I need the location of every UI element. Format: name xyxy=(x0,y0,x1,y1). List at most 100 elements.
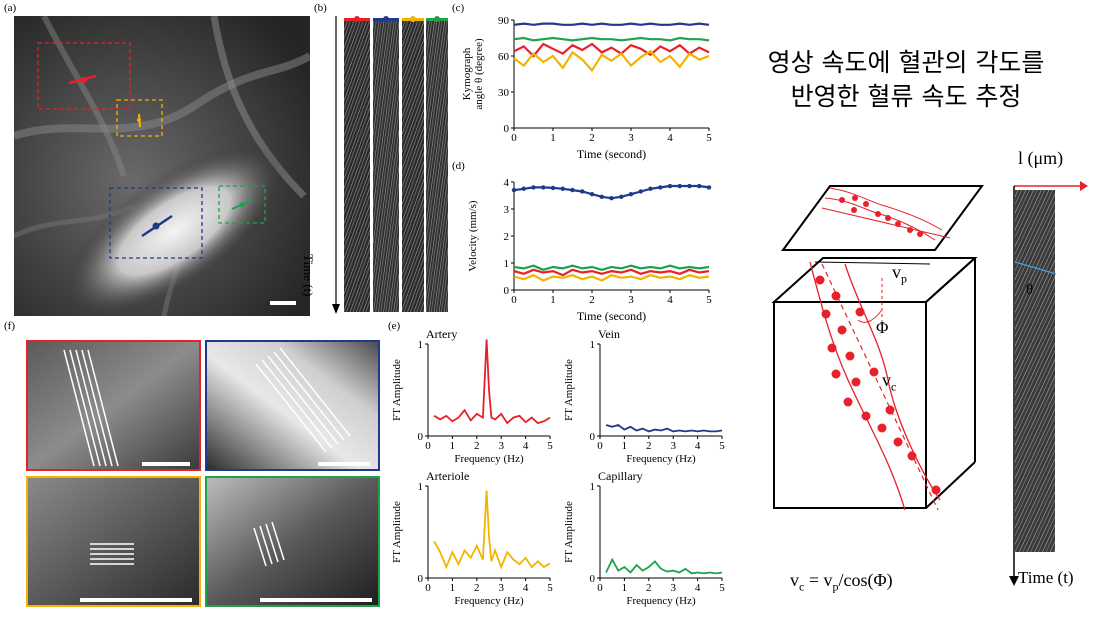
x-tick-label: 0 xyxy=(597,440,603,452)
x-tick-label: 2 xyxy=(646,582,652,594)
y-axis-label: FT Amplitude xyxy=(563,359,575,421)
right-kymograph xyxy=(1009,181,1088,586)
chart-title: Vein xyxy=(598,327,620,341)
data-point xyxy=(511,187,517,193)
x-axis-label: Time (second) xyxy=(577,309,646,323)
kymograph-vein xyxy=(373,20,399,312)
roi-vein xyxy=(109,187,203,259)
series-line-3 xyxy=(513,273,710,282)
x-tick-label: 1 xyxy=(550,294,556,306)
x-tick-label: 1 xyxy=(622,582,628,594)
roi-arteriole xyxy=(116,99,163,137)
data-point xyxy=(560,186,565,191)
y-tick-label: 30 xyxy=(498,87,510,99)
y-tick-label: 0 xyxy=(418,573,424,585)
x-tick-label: 4 xyxy=(523,582,529,594)
y-tick-label: 90 xyxy=(498,15,510,27)
y-axis-label: Kymographangle θ (degree) xyxy=(462,38,485,110)
chart-kymograph-angle: 0 1 2 3 4 5 0 30 60 90 Time (second) Kymographangle… xyxy=(462,15,712,161)
x-tick-label: 4 xyxy=(523,440,529,452)
series-line-0 xyxy=(433,490,551,570)
x-tick-label: 0 xyxy=(425,440,431,452)
kymograph-image xyxy=(1015,190,1055,552)
chart-velocity: 0 1 2 3 4 5 0 1 2 3 4 Time (second) Velocity (mm/s) xyxy=(467,177,712,323)
data-point xyxy=(541,185,546,190)
x-tick-label: 5 xyxy=(719,440,725,452)
x-axis-label: Frequency (Hz) xyxy=(454,453,524,465)
y-tick-label: 0 xyxy=(590,573,596,585)
kymograph-capillary xyxy=(426,20,448,312)
series-line-2 xyxy=(513,268,710,277)
data-point xyxy=(697,183,702,189)
panel-label-c: (c) xyxy=(452,2,465,14)
data-point xyxy=(677,183,682,189)
x-tick-label: 0 xyxy=(511,132,517,144)
x-tick-label: 3 xyxy=(628,132,634,144)
x-tick-label: 4 xyxy=(667,294,673,306)
zoom-arteriole xyxy=(26,476,201,607)
panel-label-e: (e) xyxy=(388,320,401,332)
y-tick-label: 0 xyxy=(590,431,596,443)
length-label: l (μm) xyxy=(1018,148,1064,168)
data-point xyxy=(550,185,556,191)
panel-label-d: (d) xyxy=(452,160,465,172)
vp-label: vp xyxy=(892,262,907,286)
data-point xyxy=(658,185,663,190)
y-axis-label-line1: Kymograph xyxy=(462,47,473,100)
zoomed-images xyxy=(26,340,380,607)
y-axis-label: FT Amplitude xyxy=(563,501,575,563)
panel-label-a: (a) xyxy=(4,2,17,14)
x-tick-label: 5 xyxy=(719,582,725,594)
x-tick-label: 1 xyxy=(622,440,628,452)
x-tick-label: 4 xyxy=(695,582,701,594)
data-point xyxy=(609,196,614,201)
kymograph-panel xyxy=(332,16,448,314)
projection-plane xyxy=(781,185,984,251)
y-tick-label: 1 xyxy=(418,481,424,493)
x-tick-label: 5 xyxy=(706,132,712,144)
data-point xyxy=(570,187,575,193)
x-tick-label: 2 xyxy=(646,440,652,452)
diagram-title-line1: 영상 속도에 혈관의 각도를 xyxy=(767,48,1045,77)
microscopy-image xyxy=(14,16,310,316)
phi-label: Φ xyxy=(876,318,889,337)
y-axis-label: Velocity (mm/s) xyxy=(467,200,479,272)
vessel-3d-diagram xyxy=(771,185,984,511)
series-line-1 xyxy=(513,36,710,42)
x-tick-label: 2 xyxy=(474,582,480,594)
kymograph-time-label: Time (t) xyxy=(301,254,316,297)
data-point xyxy=(619,194,624,200)
vc-label: vc xyxy=(882,370,897,394)
diagram-title-line2: 반영한 혈류 속도 추정 xyxy=(790,82,1022,111)
x-axis-label: Frequency (Hz) xyxy=(626,453,696,465)
data-point xyxy=(687,183,692,189)
velocity-formula: vc = vp/cos(Φ) xyxy=(790,570,893,594)
data-point xyxy=(589,191,595,197)
series-line-0 xyxy=(605,557,723,575)
y-tick-label: 2 xyxy=(504,231,510,243)
data-point xyxy=(531,185,536,190)
x-tick-label: 2 xyxy=(589,294,595,306)
y-tick-label: 4 xyxy=(504,177,510,189)
chart-title: Arteriole xyxy=(426,469,469,483)
data-point xyxy=(599,194,604,200)
x-tick-label: 2 xyxy=(589,132,595,144)
y-tick-label: 3 xyxy=(504,204,510,216)
x-tick-label: 0 xyxy=(511,294,517,306)
chart-title: Artery xyxy=(426,327,457,341)
theta-label: θ xyxy=(1026,282,1034,298)
roi-capillary xyxy=(218,185,266,224)
series-line-2 xyxy=(513,42,710,58)
data-point xyxy=(667,183,673,189)
y-tick-label: 60 xyxy=(498,51,510,63)
data-point xyxy=(648,186,653,191)
data-point xyxy=(638,189,643,194)
kymograph-artery xyxy=(344,20,370,312)
y-axis-label: FT Amplitude xyxy=(391,501,403,563)
y-tick-label: 0 xyxy=(504,285,510,297)
x-tick-label: 3 xyxy=(670,440,676,452)
y-tick-label: 0 xyxy=(504,123,510,135)
